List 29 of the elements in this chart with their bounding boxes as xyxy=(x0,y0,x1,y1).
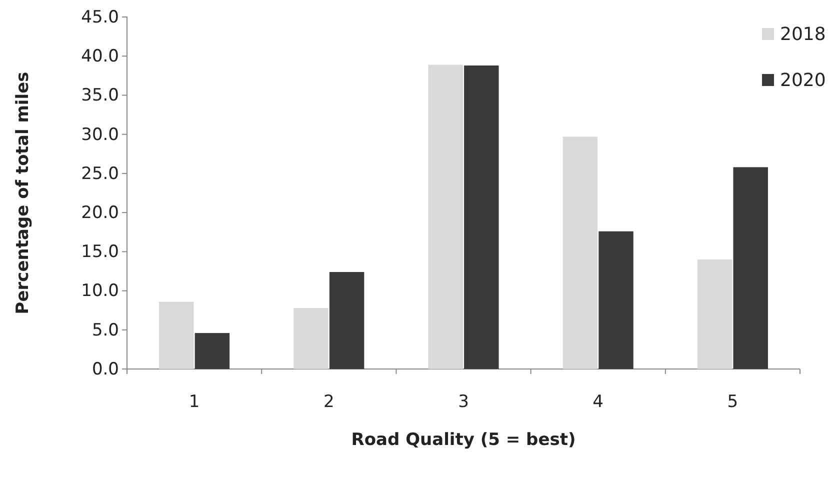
bar xyxy=(464,66,499,369)
y-tick-label: 20.0 xyxy=(81,202,119,223)
bar xyxy=(697,259,732,369)
y-tick-label: 45.0 xyxy=(81,7,119,28)
bar xyxy=(562,136,598,369)
x-tick-label: 2 xyxy=(323,392,334,412)
bar xyxy=(733,167,768,369)
y-tick-label: 35.0 xyxy=(81,86,119,106)
y-tick-label: 10.0 xyxy=(81,281,119,302)
y-tick-label: 30.0 xyxy=(81,124,119,145)
y-tick-label: 25.0 xyxy=(81,164,119,184)
bar xyxy=(428,64,463,369)
x-axis-title: Road Quality (5 = best) xyxy=(351,430,576,450)
x-tick-label: 5 xyxy=(727,392,738,412)
y-tick-label: 5.0 xyxy=(92,320,119,340)
y-tick-label: 15.0 xyxy=(81,242,119,262)
y-tick-label: 40.0 xyxy=(81,46,119,67)
y-tick-label: 0.0 xyxy=(92,359,119,380)
x-tick-label: 4 xyxy=(592,392,604,412)
bar xyxy=(159,302,194,369)
x-tick-label: 3 xyxy=(458,392,469,412)
legend-label: 2020 xyxy=(780,70,826,91)
legend-label: 2018 xyxy=(780,24,826,45)
x-tick-label: 1 xyxy=(188,392,200,412)
bar xyxy=(194,333,230,369)
bar xyxy=(329,272,364,369)
y-axis-title: Percentage of total miles xyxy=(13,72,33,314)
bar xyxy=(294,308,328,369)
bar xyxy=(598,231,634,369)
